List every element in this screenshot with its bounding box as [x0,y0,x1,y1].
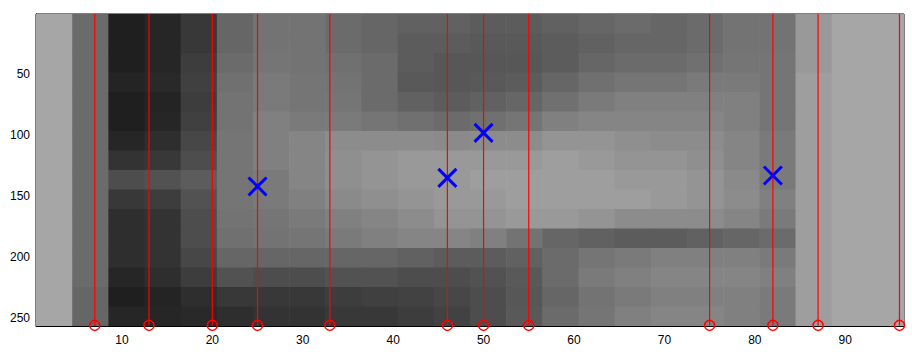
svg-text:50: 50 [17,67,31,81]
svg-text:20: 20 [206,333,220,347]
svg-text:30: 30 [296,333,310,347]
svg-text:10: 10 [115,333,129,347]
svg-text:200: 200 [10,250,30,264]
svg-text:70: 70 [658,333,672,347]
svg-text:50: 50 [477,333,491,347]
svg-text:90: 90 [839,333,853,347]
svg-text:80: 80 [748,333,762,347]
svg-text:40: 40 [386,333,400,347]
svg-text:250: 250 [10,311,30,325]
svg-text:150: 150 [10,189,30,203]
svg-text:60: 60 [567,333,581,347]
svg-text:100: 100 [10,128,30,142]
